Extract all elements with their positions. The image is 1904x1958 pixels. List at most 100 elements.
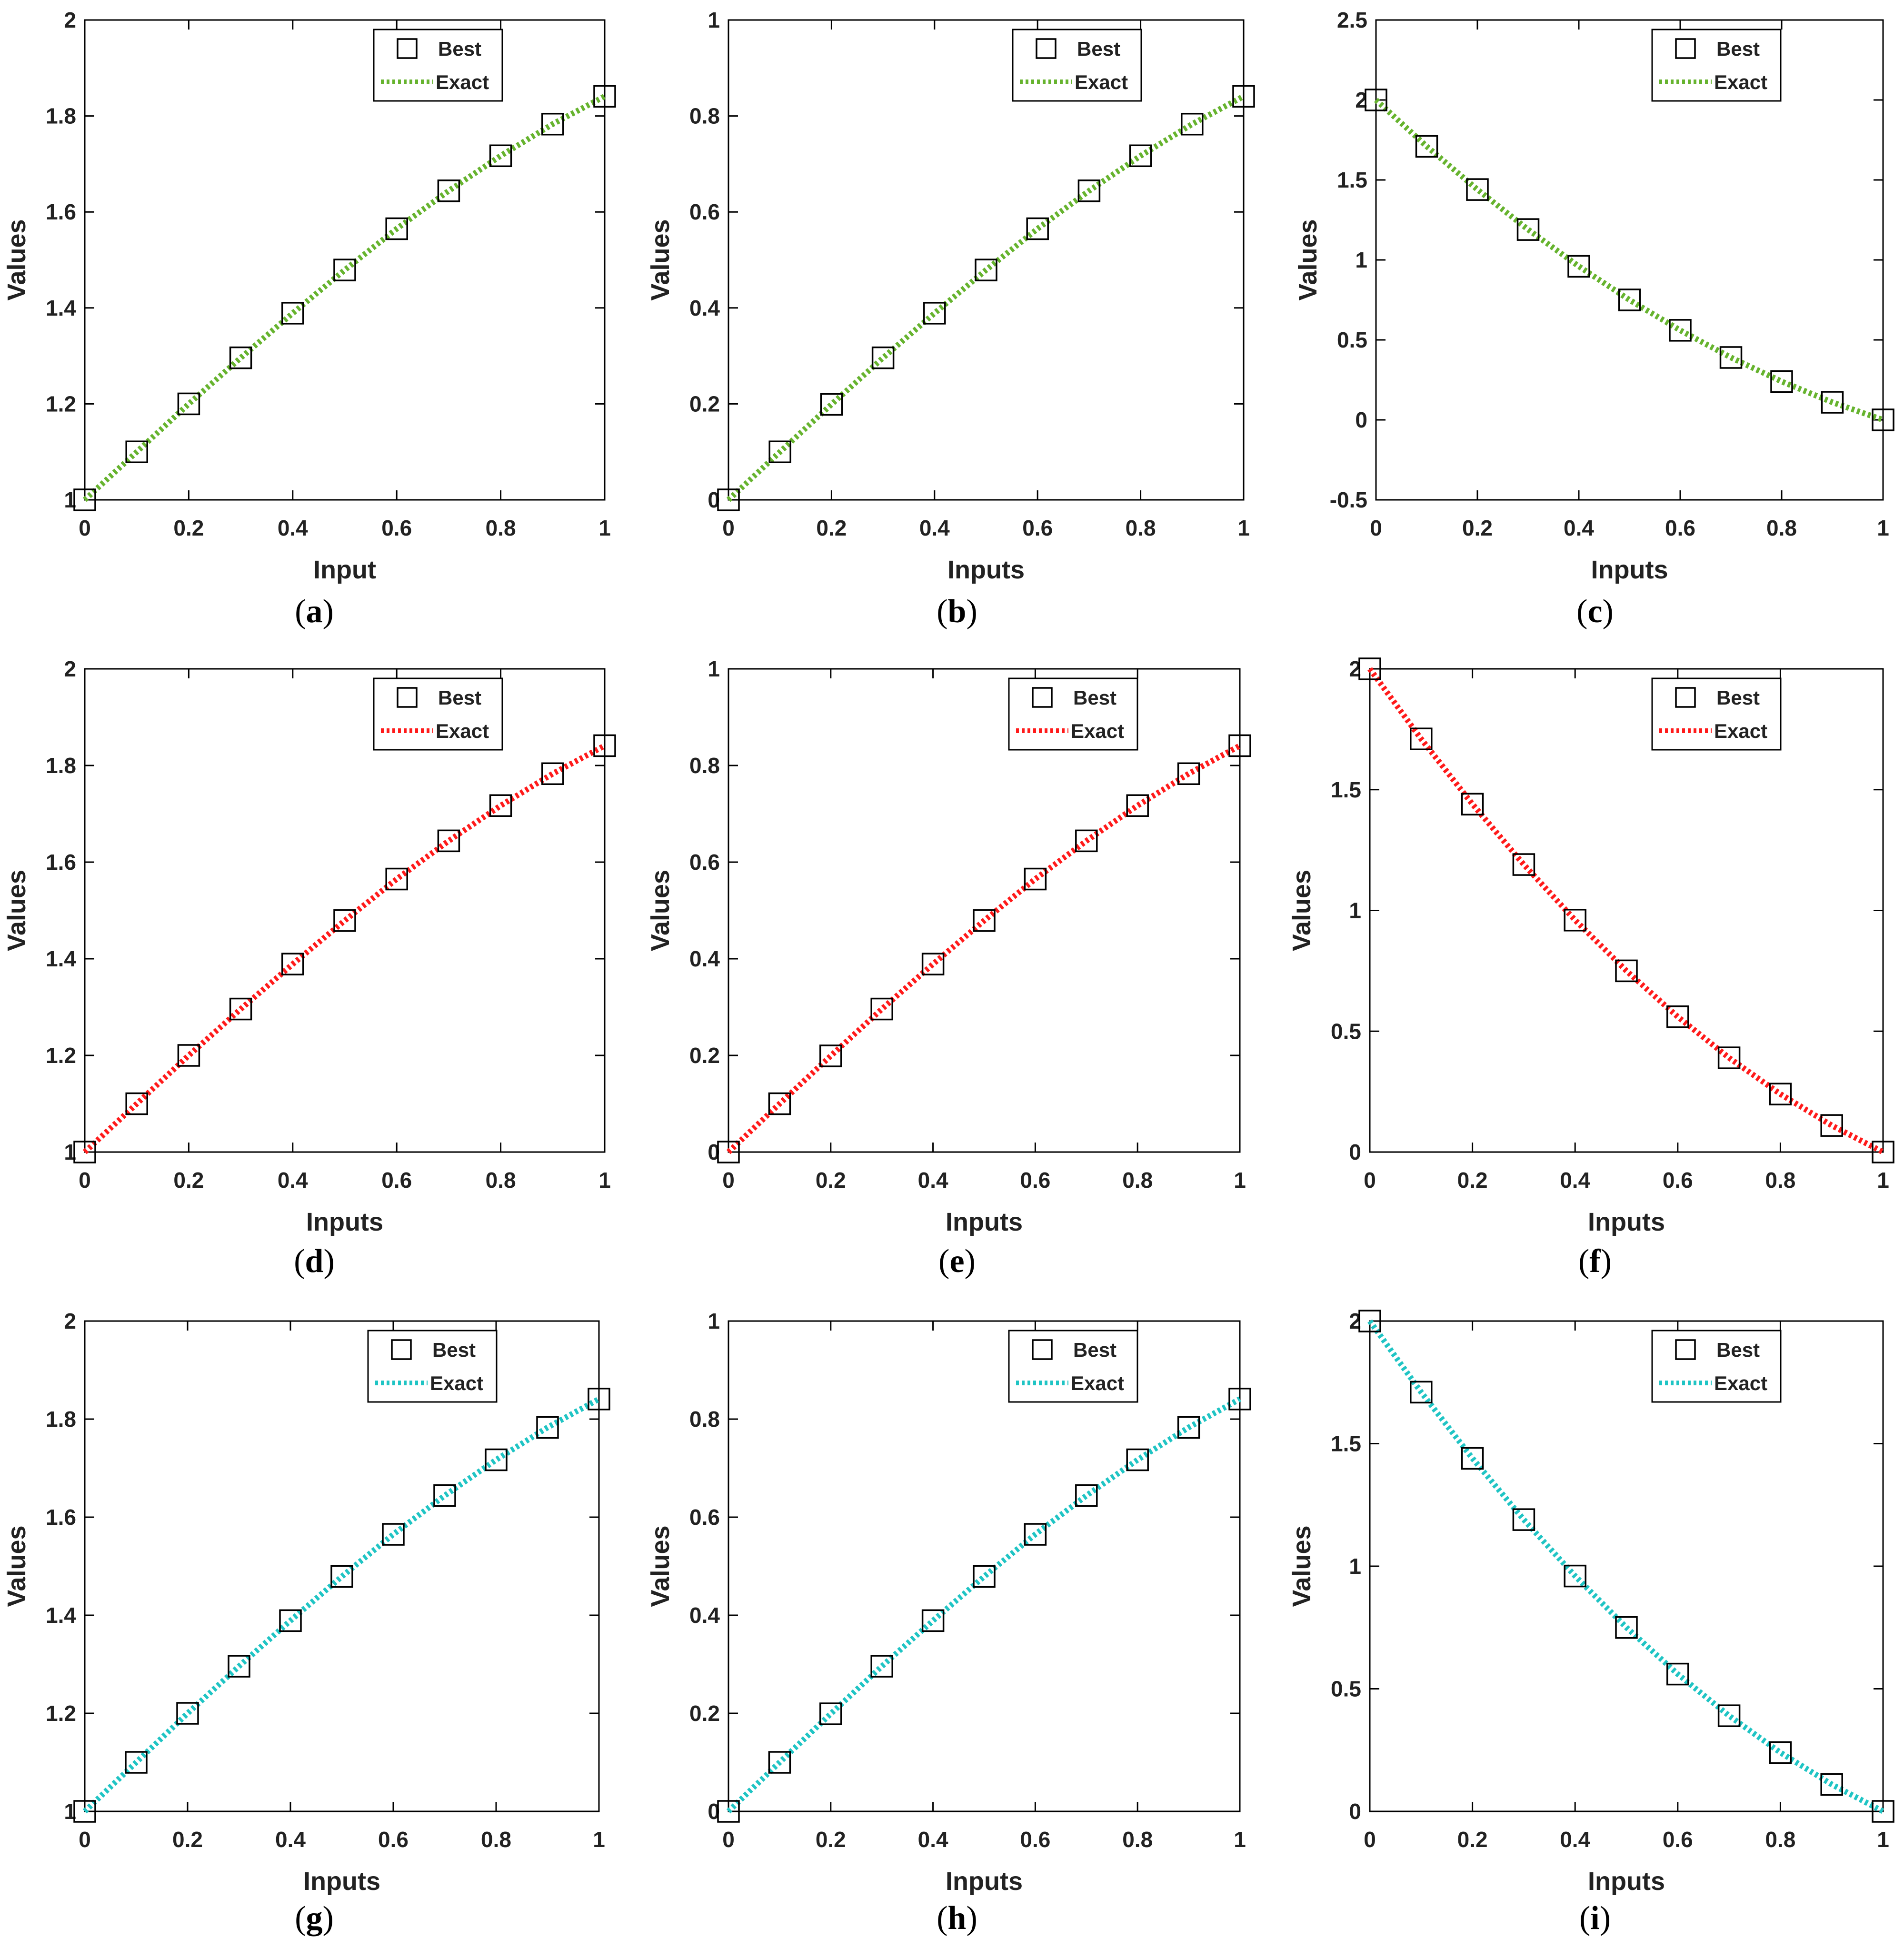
caption-g: (g) bbox=[295, 1900, 334, 1937]
best-marker bbox=[975, 258, 997, 281]
best-marker bbox=[1769, 1083, 1792, 1105]
x-tick-label: 0.2 bbox=[173, 516, 204, 540]
x-axis-label: Inputs bbox=[306, 1208, 383, 1236]
x-tick-label: 0 bbox=[79, 1168, 91, 1193]
legend-best-swatch bbox=[1032, 1339, 1053, 1360]
exact-line bbox=[82, 93, 606, 502]
best-marker bbox=[1770, 370, 1793, 393]
best-marker bbox=[489, 794, 512, 817]
best-marker bbox=[1618, 288, 1641, 311]
y-tick-label: 0 bbox=[1349, 1799, 1361, 1824]
legend-exact-label: Exact bbox=[1075, 71, 1128, 93]
best-marker bbox=[588, 1388, 610, 1411]
best-marker bbox=[1717, 1046, 1741, 1069]
best-marker bbox=[593, 734, 616, 757]
best-marker bbox=[382, 1523, 405, 1546]
x-tick-label: 0.8 bbox=[486, 1168, 516, 1193]
y-tick-label: 1.5 bbox=[1337, 168, 1367, 192]
exact-line bbox=[726, 93, 1245, 502]
y-axis-label: Values bbox=[1287, 870, 1316, 951]
y-tick-label: 1 bbox=[708, 1309, 720, 1333]
best-marker bbox=[1512, 853, 1535, 876]
best-marker bbox=[973, 1565, 996, 1588]
x-tick-label: 0.6 bbox=[1022, 516, 1053, 540]
legend-exact-label: Exact bbox=[1071, 1372, 1124, 1394]
x-axis-label: Inputs bbox=[1588, 1867, 1665, 1896]
best-marker bbox=[1129, 144, 1152, 168]
y-tick-label: -0.5 bbox=[1330, 487, 1367, 512]
x-tick-label: 0.4 bbox=[918, 1827, 948, 1852]
best-marker bbox=[1181, 112, 1204, 136]
y-tick-label: 0.4 bbox=[689, 946, 720, 971]
exact-line bbox=[1374, 98, 1884, 423]
y-tick-label: 0.5 bbox=[1331, 1677, 1361, 1701]
legend-best-swatch bbox=[1032, 687, 1053, 708]
best-marker bbox=[1615, 1616, 1638, 1639]
axes-frame bbox=[728, 668, 1241, 1153]
x-tick-label: 0.6 bbox=[1665, 516, 1695, 540]
exact-line bbox=[726, 743, 1241, 1154]
x-tick-label: 0.8 bbox=[1766, 516, 1797, 540]
x-tick-label: 1 bbox=[1877, 516, 1889, 540]
best-marker bbox=[1024, 867, 1047, 891]
y-tick-label: 0.2 bbox=[689, 1043, 720, 1068]
y-tick-label: 1.5 bbox=[1331, 777, 1361, 802]
legend: Best Exact bbox=[1008, 1330, 1138, 1403]
x-tick-label: 1 bbox=[593, 1827, 605, 1852]
x-tick-label: 0 bbox=[722, 1827, 735, 1852]
legend-exact-label: Exact bbox=[436, 71, 489, 93]
y-tick-label: 1 bbox=[1355, 248, 1367, 272]
x-tick-label: 0.4 bbox=[278, 1168, 308, 1193]
exact-line bbox=[1367, 667, 1884, 1155]
exact-line bbox=[1367, 1319, 1884, 1814]
legend-best-label: Best bbox=[1716, 686, 1760, 709]
best-marker bbox=[437, 829, 460, 853]
best-marker bbox=[1669, 319, 1692, 342]
legend-box bbox=[1008, 1330, 1138, 1403]
axes-frame bbox=[84, 668, 606, 1153]
legend-box bbox=[1012, 29, 1142, 102]
best-marker bbox=[717, 1800, 740, 1823]
best-marker bbox=[228, 1655, 250, 1678]
legend-best-swatch bbox=[1675, 687, 1696, 708]
y-tick-label: 1.4 bbox=[46, 296, 76, 320]
best-marker bbox=[385, 217, 408, 240]
x-axis-label: Inputs bbox=[946, 1867, 1023, 1896]
y-tick-label: 0.2 bbox=[689, 391, 720, 416]
best-marker bbox=[229, 997, 252, 1021]
best-marker bbox=[1232, 85, 1255, 108]
best-marker bbox=[1075, 829, 1098, 853]
legend-exact-label: Exact bbox=[1071, 720, 1124, 742]
y-axis-label: Values bbox=[2, 219, 31, 300]
y-tick-label: 1.8 bbox=[46, 1407, 76, 1431]
x-tick-label: 0.6 bbox=[1663, 1168, 1693, 1193]
x-tick-label: 0.8 bbox=[481, 1827, 511, 1852]
x-tick-label: 1 bbox=[1237, 516, 1250, 540]
y-tick-label: 1.2 bbox=[46, 1043, 76, 1068]
best-marker bbox=[768, 1092, 791, 1115]
best-marker bbox=[1666, 1005, 1689, 1028]
legend-best-swatch bbox=[1036, 38, 1057, 59]
y-tick-label: 0 bbox=[1355, 408, 1367, 432]
caption-e: (e) bbox=[938, 1243, 976, 1280]
caption-c: (c) bbox=[1576, 593, 1614, 630]
y-tick-label: 1 bbox=[1349, 898, 1361, 923]
x-tick-label: 0.4 bbox=[275, 1827, 306, 1852]
best-marker bbox=[1564, 909, 1586, 932]
x-tick-label: 0.2 bbox=[173, 1168, 204, 1193]
legend-best-label: Best bbox=[1073, 686, 1116, 709]
axes-frame bbox=[728, 1320, 1241, 1812]
caption-a: (a) bbox=[295, 593, 334, 630]
x-tick-label: 0.6 bbox=[1663, 1827, 1693, 1852]
legend-box bbox=[1008, 677, 1138, 751]
best-marker bbox=[1872, 408, 1894, 431]
x-tick-label: 1 bbox=[1877, 1827, 1889, 1852]
best-marker bbox=[333, 909, 356, 932]
caption-b: (b) bbox=[937, 593, 977, 630]
exact-line bbox=[726, 1396, 1241, 1814]
y-axis-label: Values bbox=[646, 870, 675, 951]
legend: Best Exact bbox=[373, 677, 503, 751]
